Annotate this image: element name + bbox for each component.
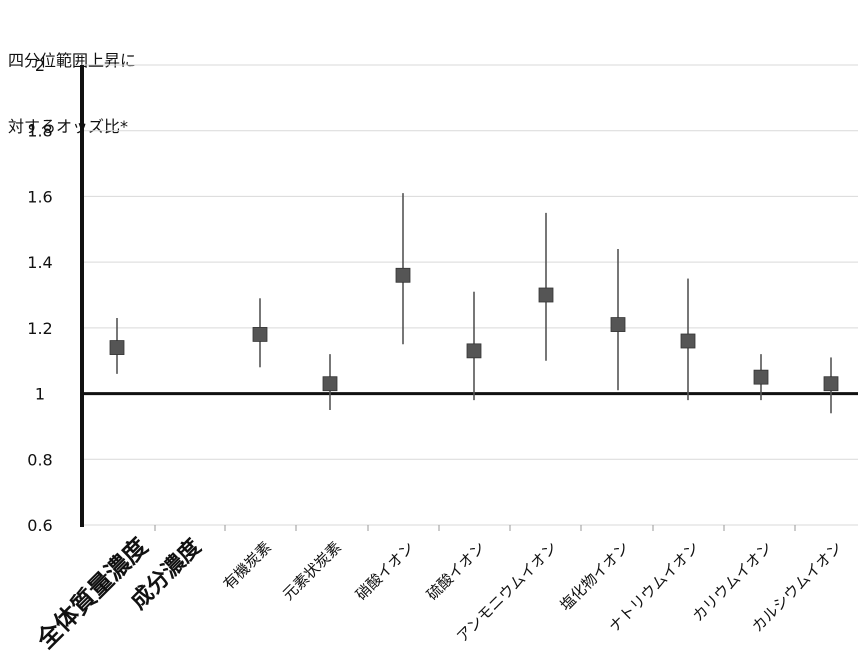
point-estimate [610, 317, 626, 332]
y-axis-label-line-2: 対するオッズ比* [8, 117, 129, 136]
point-estimate [823, 376, 839, 392]
x-tick-label: 有機炭素 [220, 538, 275, 593]
y-tick-label: 0.8 [27, 450, 52, 469]
y-tick-label: 1.6 [27, 187, 52, 206]
point-estimate [395, 267, 411, 283]
point-estimate [109, 340, 125, 355]
x-tick-label: 元素状炭素 [279, 538, 345, 604]
point-estimate [322, 376, 338, 392]
point-estimate [680, 333, 696, 349]
y-tick-label: 1.2 [27, 319, 52, 338]
x-tick-label: 硝酸イオン [352, 538, 418, 604]
x-tick-label: 塩化物イオン [556, 538, 632, 614]
x-tick-label: 硫酸イオン [423, 538, 489, 604]
point-estimate [252, 327, 268, 342]
point-estimate [753, 369, 769, 385]
point-estimate [538, 287, 554, 303]
point-estimate [466, 343, 482, 359]
y-tick-label: 2 [35, 56, 45, 75]
y-tick-label: 1 [35, 385, 45, 404]
y-tick-label: 1.8 [27, 122, 52, 141]
y-tick-label: 0.6 [27, 516, 52, 535]
y-tick-label: 1.4 [27, 253, 52, 272]
